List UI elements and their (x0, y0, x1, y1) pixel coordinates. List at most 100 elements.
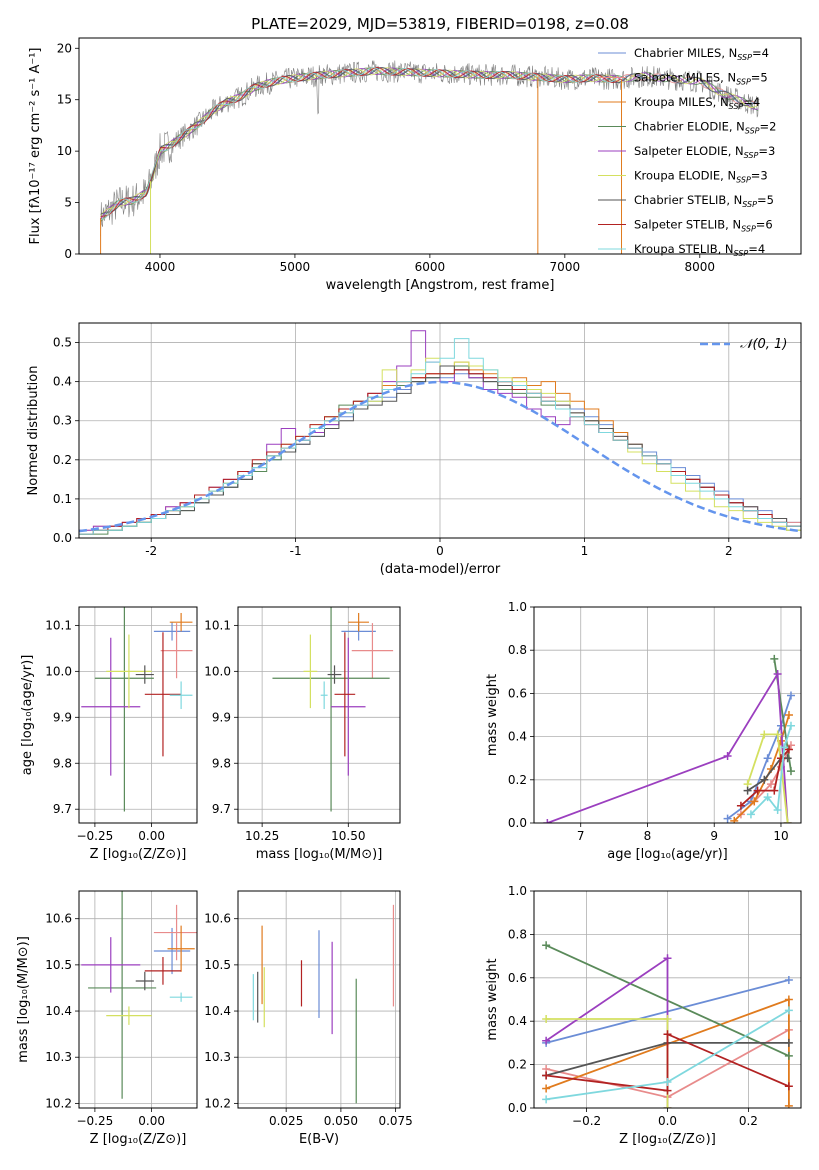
y-tick-label: 9.7 (212, 802, 231, 816)
y-tick-label: 10 (57, 144, 72, 158)
weight-point-marker (784, 1082, 793, 1091)
plot-area (81, 607, 193, 812)
y-tick-label: 0.6 (508, 686, 527, 700)
weight-point-marker (784, 1038, 793, 1047)
y-tick-label: 1.0 (508, 600, 527, 614)
y-axis-label: mass weight (485, 674, 500, 756)
y-tick-label: 0.2 (53, 453, 72, 467)
legend-label: Chabrier MILES, NSSP=4 (634, 46, 769, 62)
weight-point-marker (763, 793, 772, 802)
x-tick-label: 0.2 (739, 1114, 758, 1128)
legend-label: Kroupa STELIB, NSSP=4 (634, 242, 765, 258)
weight-point-marker (736, 801, 745, 810)
x-tick-label: 0.075 (378, 1114, 412, 1128)
plot-area (542, 941, 793, 1108)
y-tick-label: 10.3 (204, 1050, 231, 1064)
axes-frame (78, 322, 802, 539)
y-tick-label: 0.0 (53, 531, 72, 545)
weight-point-marker (723, 752, 732, 761)
y-tick-label: 0.4 (53, 375, 72, 389)
weight-point-marker (760, 730, 769, 739)
y-tick-label: 0.4 (508, 1014, 527, 1028)
legend-label-suffix: =3 (751, 169, 768, 183)
y-axis-label: mass [log₁₀(M/M⊙)] (16, 936, 31, 1063)
weight-point-marker (542, 1095, 551, 1104)
weight-point-marker (786, 767, 795, 776)
legend-label-sub: SSP (729, 102, 744, 111)
y-tick-label: 0.6 (508, 971, 527, 985)
legend-label-sub: SSP (734, 249, 749, 258)
axes-frame (237, 890, 401, 1109)
y-axis-label: age [log₁₀(age/yr)] (20, 655, 35, 776)
x-axis-label: age [log₁₀(age/yr)] (607, 847, 728, 862)
y-tick-label: 10.0 (45, 664, 72, 678)
legend-label: Kroupa ELODIE, NSSP=3 (634, 169, 768, 185)
legend-label: Chabrier STELIB, NSSP=5 (634, 193, 774, 209)
y-tick-label: 10.3 (45, 1050, 72, 1064)
y-tick-label: 0.8 (508, 643, 527, 657)
y-tick-label: 10.4 (45, 1004, 72, 1018)
y-tick-label: 0.2 (508, 1058, 527, 1072)
mass-vs-extinction-panel: 0.025 0.050 0.075 10.2 10.3 10.4 10.5 10.6 E(B-V… (204, 890, 413, 1147)
legend-label-suffix: =2 (760, 120, 777, 134)
x-tick-label: 1 (581, 544, 589, 558)
x-tick-label: 2 (725, 544, 733, 558)
y-tick-label: 9.7 (53, 802, 72, 816)
y-tick-label: 10.5 (204, 958, 231, 972)
y-tick-label: 0.4 (508, 730, 527, 744)
weight-point-marker (780, 743, 789, 752)
x-tick-label: -2 (145, 544, 157, 558)
weight-series-line (545, 956, 669, 1108)
legend-label-text: Chabrier ELODIE, N (634, 120, 745, 134)
weight-point-marker (746, 810, 755, 819)
legend-label-text: Salpeter ELODIE, N (634, 144, 744, 158)
weight-point-marker (784, 711, 793, 719)
y-tick-label: 0.3 (53, 414, 72, 428)
y-tick-label: 10.2 (45, 1096, 72, 1110)
plot-area (81, 891, 197, 1099)
legend-label-sub: SSP (736, 176, 751, 185)
weight-point-marker (784, 975, 793, 984)
weight-point-marker (542, 1015, 551, 1024)
plot-area (272, 607, 394, 812)
legend-label-text: Kroupa ELODIE, N (634, 169, 736, 183)
y-tick-label: 10.1 (45, 618, 72, 632)
y-tick-label: 10.6 (45, 912, 72, 926)
legend-label-suffix: =4 (743, 95, 760, 109)
legend-label-sub: SSP (741, 225, 756, 234)
legend-label-suffix: =5 (751, 71, 768, 85)
y-tick-label: 15 (57, 93, 72, 107)
y-tick-label: 10.2 (204, 1096, 231, 1110)
y-tick-label: 1.0 (508, 884, 527, 898)
weight-point-marker (663, 1077, 672, 1086)
x-tick-label: 8 (644, 829, 652, 843)
weight-point-marker (784, 745, 793, 754)
x-axis-label: E(B-V) (299, 1132, 339, 1147)
weight-vs-metallicity-panel: −0.2 0.0 0.2 0.0 0.2 0.4 0.6 0.8 1.0 Z [log₁₀(Z/Z… (485, 884, 802, 1147)
x-tick-label: 5000 (280, 260, 311, 274)
weight-series-line (547, 671, 789, 823)
plot-area (100, 60, 760, 254)
x-tick-label: −0.25 (76, 829, 113, 843)
weight-point-marker (542, 1036, 551, 1045)
legend-label-suffix: =4 (752, 46, 769, 60)
weight-point-marker (542, 1071, 551, 1080)
y-tick-label: 5 (64, 196, 72, 210)
weight-point-marker (784, 995, 793, 1004)
y-tick-label: 10.0 (204, 664, 231, 678)
x-tick-label: 9 (710, 829, 718, 843)
weight-point-marker (783, 819, 792, 823)
y-tick-label: 0.5 (53, 336, 72, 350)
legend-label-sub: SSP (745, 127, 760, 136)
legend-label-suffix: =5 (757, 193, 774, 207)
legend-label-suffix: =6 (756, 218, 773, 232)
legend-label: Salpeter STELIB, NSSP=6 (634, 218, 773, 234)
x-tick-label: 0.025 (269, 1114, 303, 1128)
y-tick-label: 9.8 (53, 756, 72, 770)
y-tick-label: 0.8 (508, 927, 527, 941)
weight-point-marker (542, 941, 551, 950)
legend-label-text: Chabrier STELIB, N (634, 193, 742, 207)
weight-point-marker (773, 669, 782, 678)
x-tick-label: 7000 (550, 260, 581, 274)
